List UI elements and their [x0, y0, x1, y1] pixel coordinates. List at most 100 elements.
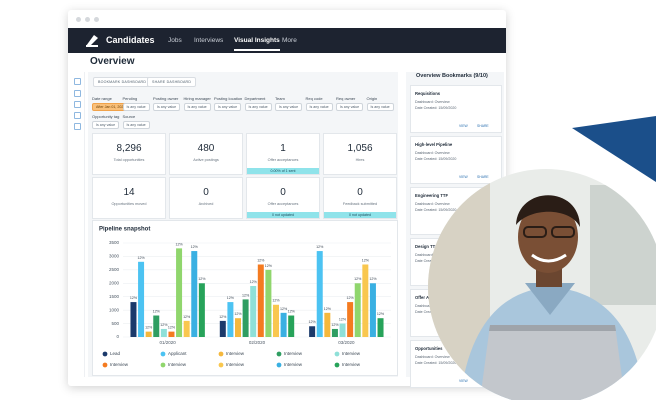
bar-label: 12% [288, 309, 296, 313]
bar [227, 302, 234, 337]
bar-label: 12% [316, 245, 324, 249]
bar [324, 312, 331, 337]
bar [309, 326, 316, 337]
nav-link[interactable]: Jobs [168, 37, 182, 44]
stat-label: Offer acceptances [267, 158, 299, 162]
stat-card: 0 Feedback submitted 0 not updated [323, 177, 397, 219]
y-tick-label: 2000 [109, 280, 120, 285]
filter-label: Posting owner [153, 96, 179, 101]
share-button[interactable]: SHARE DASHBOARD [147, 77, 197, 87]
filter-chip[interactable]: Is any value [122, 103, 150, 111]
bookmark-action[interactable]: VIEW [459, 175, 468, 179]
stat-note: 0.00% of 1 sent [247, 168, 319, 174]
y-tick-label: 3000 [109, 254, 120, 259]
bar [130, 302, 137, 337]
stat-label: Feedback submitted [342, 202, 378, 206]
bookmark-date: Date Created: 15/09/2020 [415, 208, 457, 212]
filter-chip[interactable]: Is any value [244, 103, 272, 111]
y-tick-label: 2500 [109, 267, 120, 272]
filter-label: Origin [366, 96, 378, 101]
sidebar-icon[interactable] [74, 78, 81, 85]
bar [138, 261, 145, 337]
stat-card: 1 Offer acceptances 0.00% of 1 sent [246, 133, 320, 175]
filter-chip[interactable]: Is any value [214, 103, 242, 111]
legend-swatch [334, 351, 340, 357]
filter-label: Team [275, 96, 285, 101]
bookmark-name[interactable]: High-level Pipeline [415, 142, 453, 147]
sidebar-icon[interactable] [74, 90, 81, 97]
bar-label: 12% [309, 320, 317, 324]
filter-chip[interactable]: Is any value [305, 103, 333, 111]
y-tick-label: 0 [116, 334, 119, 339]
stat-label: Offer acceptances [267, 202, 299, 206]
bar [265, 269, 272, 337]
bookmark-name[interactable]: Engineering TTF [415, 193, 449, 198]
filter-chip[interactable]: Is any value [153, 103, 181, 111]
window-dot [85, 17, 90, 22]
bar [191, 251, 198, 337]
bookmark-date: Date Created: 15/09/2020 [415, 157, 457, 161]
bookmark-action[interactable]: SHARE [477, 124, 489, 128]
y-tick-label: 1000 [109, 307, 120, 312]
bar-label: 12% [130, 296, 138, 300]
bookmark-dashboard: Dashboard: Overview [415, 253, 450, 257]
nav-link[interactable]: Visual Insights [234, 37, 280, 51]
sidebar-icon[interactable] [74, 123, 81, 130]
filter-chip[interactable]: Is any value [122, 121, 150, 129]
filter-chip[interactable]: Is any value [183, 103, 211, 111]
filter-label: Opportunity tag [92, 114, 120, 119]
nav-bar: Candidates Jobs Interviews Visual Insigh… [68, 28, 506, 53]
bookmark-dashboard: Dashboard: Overview [415, 100, 450, 104]
bar-label: 12% [331, 323, 339, 327]
bookmark-name[interactable]: Design TTF [415, 244, 438, 249]
legend-swatch [160, 362, 166, 368]
bar-label: 12% [272, 299, 280, 303]
window-dot [76, 17, 81, 22]
bar-label: 12% [265, 264, 273, 268]
bookmark-name[interactable]: Requisitions [415, 91, 441, 96]
bar [176, 248, 183, 337]
legend-swatch [102, 351, 108, 357]
legend-label: Interview [110, 362, 129, 367]
bar-label: 12% [145, 326, 153, 330]
brand[interactable]: Candidates [106, 35, 155, 45]
stat-label: Archived [198, 202, 214, 206]
bar-label: 12% [168, 326, 176, 330]
legend-label: Interview [226, 362, 245, 367]
stat-value: 0 [357, 187, 363, 198]
bar-label: 12% [175, 242, 183, 246]
bookmark-action[interactable]: VIEW [459, 124, 468, 128]
bar [198, 283, 205, 337]
legend-swatch [276, 351, 282, 357]
bar [273, 304, 279, 337]
filter-label: Posting location [214, 96, 243, 101]
sidebar-icon[interactable] [74, 112, 81, 119]
bar-label: 12% [324, 307, 332, 311]
chart-title: Pipeline snapshot [99, 227, 150, 233]
filter-label: Req code [305, 96, 323, 101]
bar [219, 320, 226, 337]
legend-swatch [102, 362, 108, 368]
x-tick-label: 01/2020 [160, 340, 177, 345]
bookmark-date: Date Created: 15/09/2020 [415, 106, 457, 110]
bookmark-action[interactable]: SHARE [477, 175, 489, 179]
bookmark-button[interactable]: BOOKMARK DASHBOARD [93, 77, 152, 87]
bar-label: 12% [362, 258, 370, 262]
filter-chip[interactable]: Is any value [275, 103, 303, 111]
bookmark-name[interactable]: Opportunities [415, 346, 443, 351]
filter-label: Date range [92, 96, 112, 101]
nav-link[interactable]: More [282, 37, 297, 44]
bookmark-dashboard: Dashboard: Overview [415, 202, 450, 206]
filter-label: Department [244, 96, 266, 101]
bookmark-action[interactable]: VIEW [459, 379, 468, 383]
nav-link[interactable]: Interviews [194, 37, 224, 44]
bar-label: 12% [153, 309, 161, 313]
bar [183, 320, 190, 337]
bar [331, 328, 338, 337]
filter-chip[interactable]: Is any value [92, 121, 120, 129]
filter-chip[interactable]: Is any value [336, 103, 364, 111]
sidebar-icon[interactable] [74, 101, 81, 108]
filter-chip[interactable]: Is any value [366, 103, 394, 111]
stat-label: Total opportunities [113, 158, 145, 162]
